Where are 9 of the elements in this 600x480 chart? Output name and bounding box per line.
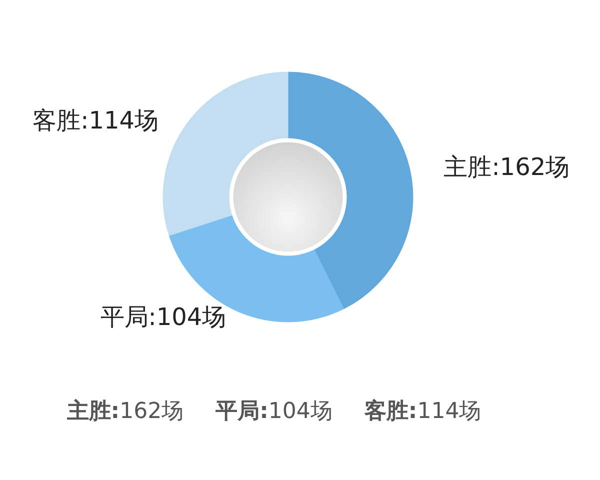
data-label: :114场 — [80, 106, 159, 135]
slice-label: 客胜 — [32, 106, 81, 135]
slice-label: 平局 — [100, 302, 148, 331]
text: 客胜:114场 — [363, 398, 482, 424]
slice-label: 主胜 — [444, 153, 492, 182]
data-label: :104场 — [148, 302, 226, 331]
data-label: :162场 — [492, 153, 570, 182]
text: 主胜:162场 — [66, 398, 184, 424]
text: 平局:104场 — [214, 399, 332, 424]
